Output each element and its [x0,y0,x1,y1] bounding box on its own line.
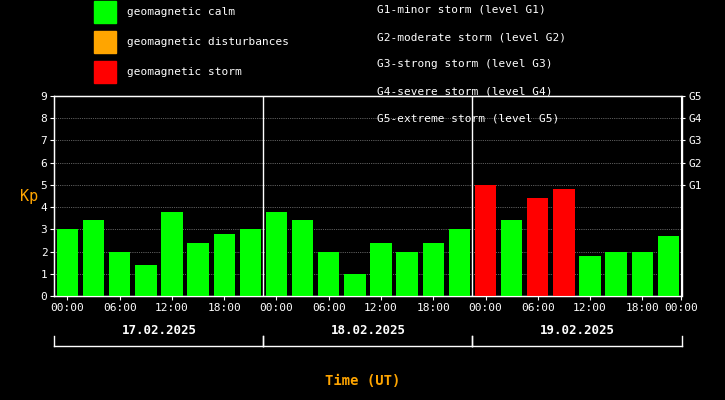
Bar [57,229,78,296]
Text: G5-extreme storm (level G5): G5-extreme storm (level G5) [377,114,559,124]
Text: geomagnetic disturbances: geomagnetic disturbances [127,37,289,47]
Bar [161,212,183,296]
Bar [658,236,679,296]
Bar [579,256,601,296]
Bar [631,252,653,296]
Text: 18.02.2025: 18.02.2025 [331,324,405,336]
Bar [370,243,392,296]
Bar [266,212,287,296]
Bar [344,274,365,296]
Bar [292,220,313,296]
Text: Time (UT): Time (UT) [325,374,400,388]
Text: 17.02.2025: 17.02.2025 [121,324,196,336]
Bar [318,252,339,296]
Bar [527,198,549,296]
Bar [605,252,627,296]
Y-axis label: Kp: Kp [20,188,38,204]
Text: geomagnetic storm: geomagnetic storm [127,67,241,77]
Bar [240,229,261,296]
Bar [83,220,104,296]
Bar [553,189,575,296]
Text: G1-minor storm (level G1): G1-minor storm (level G1) [377,5,546,15]
Bar [187,243,209,296]
Text: G4-severe storm (level G4): G4-severe storm (level G4) [377,87,552,97]
Bar [475,185,496,296]
Text: G3-strong storm (level G3): G3-strong storm (level G3) [377,60,552,70]
Bar [109,252,130,296]
Bar [135,265,157,296]
Bar [397,252,418,296]
Bar [423,243,444,296]
Text: 19.02.2025: 19.02.2025 [539,324,615,336]
Text: G2-moderate storm (level G2): G2-moderate storm (level G2) [377,32,566,42]
Bar [213,234,235,296]
Text: geomagnetic calm: geomagnetic calm [127,7,235,17]
Bar [449,229,470,296]
Bar [501,220,523,296]
